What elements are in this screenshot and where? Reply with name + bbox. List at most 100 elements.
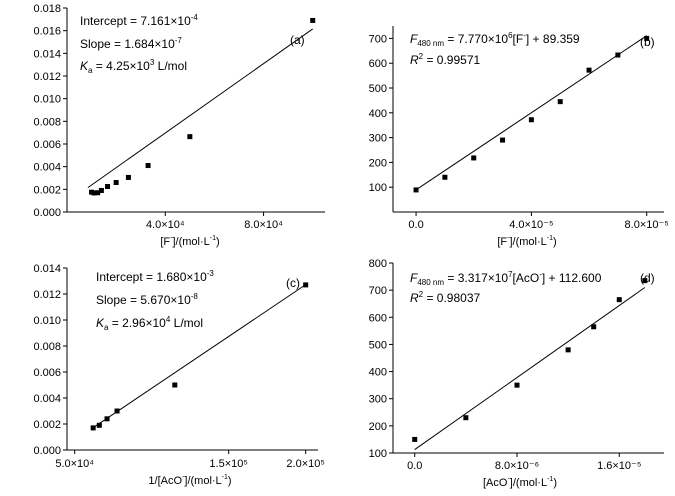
data-point bbox=[310, 17, 316, 23]
y-tick-label: 0.018 bbox=[33, 3, 61, 15]
fit-line bbox=[87, 28, 314, 189]
data-point bbox=[98, 187, 104, 193]
x-tick-label: 8.0×10⁻⁶ bbox=[495, 460, 539, 472]
data-point bbox=[413, 187, 419, 193]
y-tick-label: 0.008 bbox=[33, 116, 61, 128]
data-point bbox=[442, 174, 448, 180]
data-point bbox=[616, 297, 622, 303]
data-point bbox=[172, 382, 178, 388]
y-tick-label: 500 bbox=[369, 339, 387, 351]
panel-label: (a) bbox=[290, 33, 305, 47]
y-tick-label: 100 bbox=[369, 182, 387, 194]
data-point bbox=[90, 425, 96, 431]
data-point bbox=[105, 184, 111, 189]
data-point bbox=[471, 155, 477, 161]
y-tick-label: 0.012 bbox=[33, 289, 61, 301]
y-tick-label: 700 bbox=[369, 285, 387, 297]
y-tick-label: 0.000 bbox=[33, 207, 61, 219]
x-axis-title: 1/[AcO-]/(mol·L-1) bbox=[148, 474, 231, 487]
y-tick-label: 0.006 bbox=[33, 139, 61, 151]
y-tick-label: 0.014 bbox=[33, 263, 61, 275]
x-tick-label: 8.0×10⁴ bbox=[244, 219, 283, 231]
panel-c: 0.000 0.002 0.004 0.006 0.008 0.010 0.012 0.014… bbox=[33, 263, 324, 487]
annotation-r2: R2 = 0.98037 bbox=[410, 290, 481, 305]
y-tick-label: 0.000 bbox=[33, 445, 61, 457]
x-tick-label: 0.0 bbox=[408, 219, 423, 231]
y-tick-label: 0.012 bbox=[33, 71, 61, 83]
y-tick-label: 200 bbox=[369, 421, 387, 433]
data-point bbox=[303, 282, 309, 288]
annotation-slope: Slope = 5.670×10-8 bbox=[96, 292, 198, 307]
x-tick-label: 4.0×10⁴ bbox=[146, 219, 185, 231]
fit-line bbox=[414, 287, 646, 450]
y-tick-label: 500 bbox=[369, 83, 387, 95]
annotation-equation: F480 nm = 7.770×106[F-] + 89.359 bbox=[410, 31, 580, 48]
annotation-ka: Ka = 4.25×103 L/mol bbox=[80, 58, 187, 75]
annotation-intercept: Intercept = 7.161×10-4 bbox=[80, 13, 198, 28]
y-tick-label: 800 bbox=[369, 258, 387, 270]
data-point bbox=[104, 416, 110, 422]
data-point bbox=[463, 415, 469, 421]
panel-label: (b) bbox=[640, 35, 655, 49]
data-point bbox=[528, 117, 534, 123]
y-tick-label: 100 bbox=[369, 448, 387, 460]
x-axis-title: [F-]/(mol·L-1) bbox=[160, 235, 219, 248]
panel-b: 100 200 300 400 500 600 700 0.0 4.0×10⁻⁵ 8.0×10⁻⁵… bbox=[369, 26, 669, 248]
data-point bbox=[145, 163, 151, 169]
data-point bbox=[565, 347, 571, 353]
panel-d: 100 200 300 400 500 600 700 800 0.0 8.0×10⁻⁶ 1.6×1… bbox=[369, 258, 664, 489]
y-tick-label: 0.014 bbox=[33, 48, 61, 60]
y-tick-label: 400 bbox=[369, 367, 387, 379]
annotation-intercept: Intercept = 1.680×10-3 bbox=[96, 269, 214, 284]
data-point bbox=[514, 382, 520, 388]
data-point bbox=[95, 190, 101, 196]
data-point bbox=[96, 422, 102, 428]
y-tick-label: 0.004 bbox=[33, 393, 61, 405]
data-point bbox=[187, 134, 193, 140]
annotation-ka: Ka = 2.96×104 L/mol bbox=[96, 315, 203, 332]
y-tick-label: 700 bbox=[369, 33, 387, 45]
x-tick-label: 8.0×10⁻⁵ bbox=[625, 219, 669, 231]
fit-line bbox=[91, 284, 306, 430]
y-tick-label: 300 bbox=[369, 394, 387, 406]
data-point bbox=[586, 67, 592, 73]
panel-label: (c) bbox=[286, 276, 300, 290]
annotation-equation: F480 nm = 3.317×107[AcO-] + 112.600 bbox=[410, 270, 602, 287]
x-axis-title: [F-]/(mol·L-1) bbox=[497, 235, 556, 248]
panel-label: (d) bbox=[640, 271, 655, 285]
x-tick-label: 2.0×10⁵ bbox=[286, 458, 325, 470]
panel-a: 0.000 0.002 0.004 0.006 0.008 0.010 0.012 0.014… bbox=[33, 3, 325, 248]
y-tick-label: 0.010 bbox=[33, 315, 61, 327]
y-tick-label: 300 bbox=[369, 133, 387, 145]
y-tick-label: 200 bbox=[369, 157, 387, 169]
y-tick-label: 0.004 bbox=[33, 162, 61, 174]
y-tick-label: 0.008 bbox=[33, 341, 61, 353]
data-point bbox=[113, 180, 119, 186]
annotation-slope: Slope = 1.684×10-7 bbox=[80, 36, 182, 51]
data-point bbox=[500, 137, 506, 143]
x-tick-label: 4.0×10⁻⁵ bbox=[509, 219, 553, 231]
data-point bbox=[412, 436, 418, 442]
x-tick-label: 0.0 bbox=[407, 460, 422, 472]
data-point bbox=[125, 174, 131, 180]
data-point bbox=[591, 324, 597, 330]
data-point bbox=[114, 408, 120, 414]
data-point bbox=[615, 52, 621, 58]
y-tick-label: 0.002 bbox=[33, 419, 61, 431]
data-point bbox=[644, 35, 650, 41]
y-tick-label: 400 bbox=[369, 108, 387, 120]
y-tick-label: 0.002 bbox=[33, 184, 61, 196]
y-tick-label: 0.010 bbox=[33, 94, 61, 106]
x-tick-label: 1.5×10⁵ bbox=[209, 458, 248, 470]
data-point bbox=[642, 278, 648, 284]
x-tick-label: 1.6×10⁻⁵ bbox=[597, 460, 641, 472]
y-tick-label: 600 bbox=[369, 312, 387, 324]
fit-line bbox=[415, 35, 647, 191]
y-tick-label: 600 bbox=[369, 58, 387, 70]
x-tick-label: 5.0×10⁴ bbox=[55, 458, 94, 470]
y-tick-label: 0.006 bbox=[33, 367, 61, 379]
x-axis-title: [AcO-]/(mol·L-1) bbox=[483, 476, 557, 489]
y-tick-label: 0.016 bbox=[33, 26, 61, 38]
annotation-r2: R2 = 0.99571 bbox=[410, 52, 481, 67]
